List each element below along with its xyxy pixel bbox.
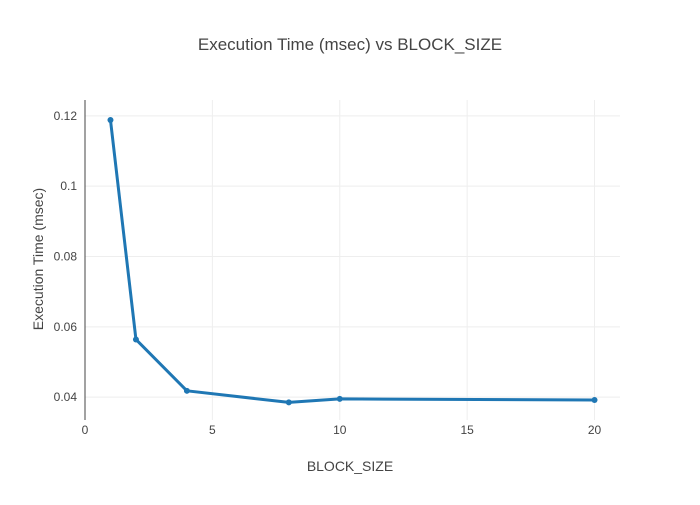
y-tick-label: 0.12 <box>54 109 78 123</box>
x-tick-label: 0 <box>82 423 89 437</box>
x-tick-label: 15 <box>460 423 474 437</box>
series-line <box>108 118 597 404</box>
y-tick-label: 0.04 <box>54 390 78 404</box>
y-tick-label: 0.1 <box>60 179 77 193</box>
data-point <box>183 387 190 394</box>
x-tick-label: 20 <box>588 423 602 437</box>
x-tick-label: 5 <box>209 423 216 437</box>
series <box>107 117 598 406</box>
data-point <box>107 117 114 124</box>
y-tick-label: 0.06 <box>54 320 78 334</box>
axes: 0 5 10 15 20 0.04 0.06 0.08 0.1 0.12 <box>54 100 602 437</box>
data-point <box>132 336 139 343</box>
data-point <box>285 399 292 406</box>
x-tick-label: 10 <box>333 423 347 437</box>
grid <box>85 100 620 420</box>
data-point <box>591 396 598 403</box>
data-point <box>336 395 343 402</box>
chart-title: Execution Time (msec) vs BLOCK_SIZE <box>198 35 502 54</box>
x-axis-title: BLOCK_SIZE <box>307 458 393 474</box>
y-tick-label: 0.08 <box>54 249 78 263</box>
y-axis-title: Execution Time (msec) <box>30 188 46 330</box>
